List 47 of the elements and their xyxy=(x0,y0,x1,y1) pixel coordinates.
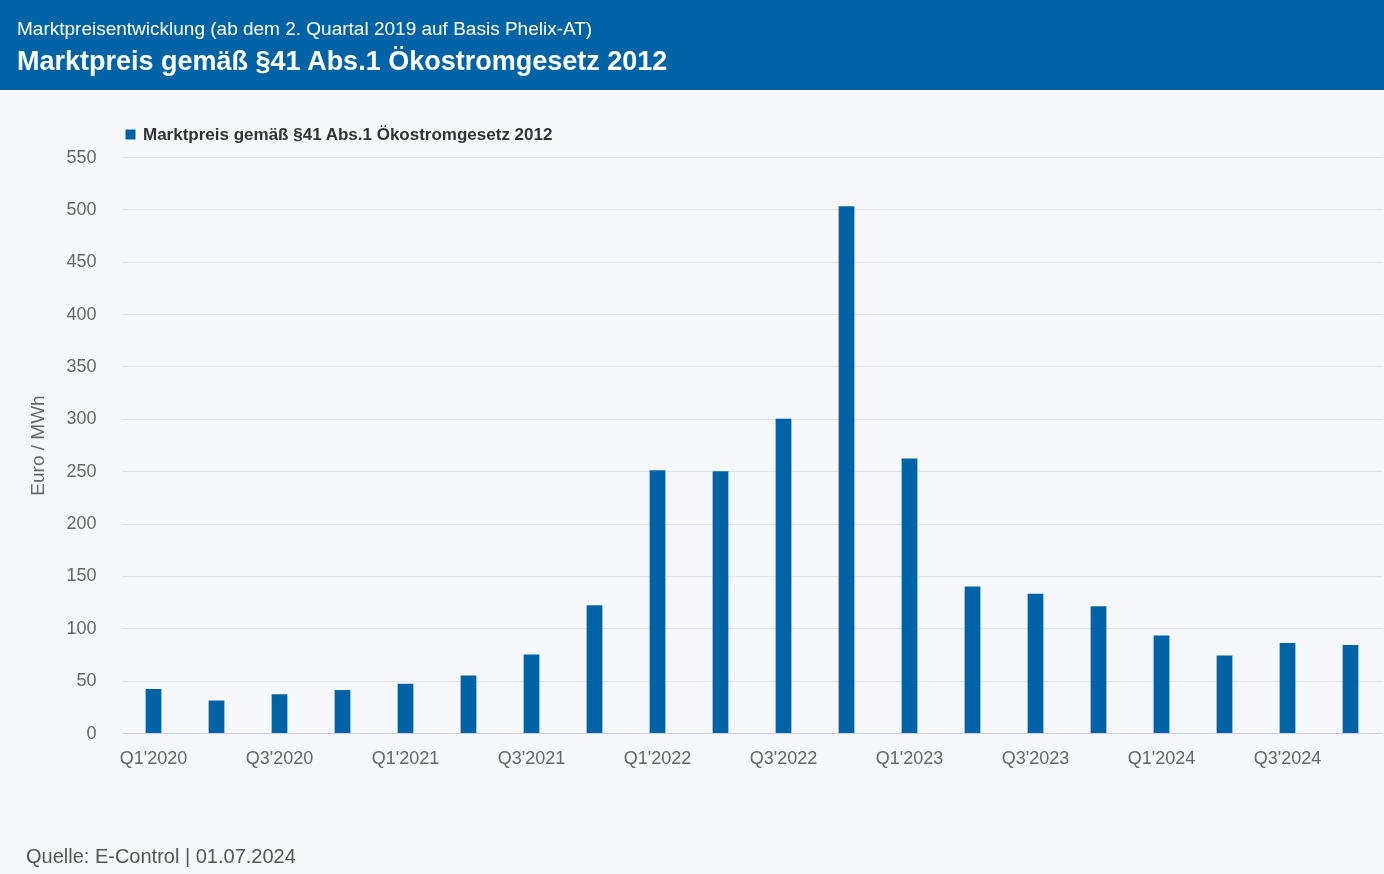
bar xyxy=(1090,606,1107,733)
y-tick-label: 400 xyxy=(66,303,97,324)
bar xyxy=(586,605,603,733)
bar xyxy=(460,675,477,733)
y-tick-label: 450 xyxy=(66,251,97,272)
y-tick-label: 500 xyxy=(66,198,97,219)
bar xyxy=(649,470,666,733)
bar xyxy=(964,586,981,733)
y-tick-label: 0 xyxy=(86,722,97,743)
x-tick-label: Q3'2024 xyxy=(1253,747,1322,768)
legend-label: Marktpreis gemäß §41 Abs.1 Ökostromgesetz 2012 xyxy=(143,124,553,144)
x-tick-label: Q1'2021 xyxy=(371,747,440,768)
x-tick-label: Q3'2021 xyxy=(497,747,566,768)
x-tick-label: Q3'2023 xyxy=(1001,747,1070,768)
y-tick-label: 200 xyxy=(66,513,97,534)
y-tick-label: 150 xyxy=(66,565,97,586)
bar xyxy=(208,700,225,733)
bar xyxy=(1342,645,1359,733)
bar xyxy=(901,458,918,733)
bar xyxy=(1216,655,1233,733)
y-tick-label: 550 xyxy=(66,146,97,167)
bar xyxy=(271,694,288,733)
y-tick-label: 250 xyxy=(66,460,97,481)
x-tick-label: Q3'2020 xyxy=(245,747,314,768)
bar xyxy=(397,683,414,733)
bar xyxy=(775,418,792,733)
y-axis-title: Euro / MWh xyxy=(27,395,49,496)
chart-title: Marktpreis gemäß §41 Abs.1 Ökostromgesetz 2012 xyxy=(17,46,668,77)
bar xyxy=(1153,635,1170,733)
x-tick-label: Q3'2022 xyxy=(749,747,818,768)
bar xyxy=(712,471,729,733)
chart-subtitle: Marktpreisentwicklung (ab dem 2. Quartal 2019 auf Basis Phelix-AT) xyxy=(17,18,593,40)
x-tick-label: Q1'2024 xyxy=(1127,747,1196,768)
bar xyxy=(838,206,855,733)
x-tick-label: Q1'2022 xyxy=(623,747,692,768)
bar xyxy=(1027,593,1044,733)
source-note: Quelle: E-Control | 01.07.2024 xyxy=(26,845,296,868)
bar xyxy=(523,654,540,733)
x-tick-label: Q1'2020 xyxy=(119,747,188,768)
x-tick-label: Q1'2023 xyxy=(875,747,944,768)
y-tick-label: 50 xyxy=(76,670,97,691)
bar xyxy=(334,690,351,733)
y-tick-label: 300 xyxy=(66,408,97,429)
bar xyxy=(145,689,162,733)
bar xyxy=(1279,642,1296,733)
y-tick-label: 350 xyxy=(66,355,97,376)
y-tick-label: 100 xyxy=(66,617,97,638)
